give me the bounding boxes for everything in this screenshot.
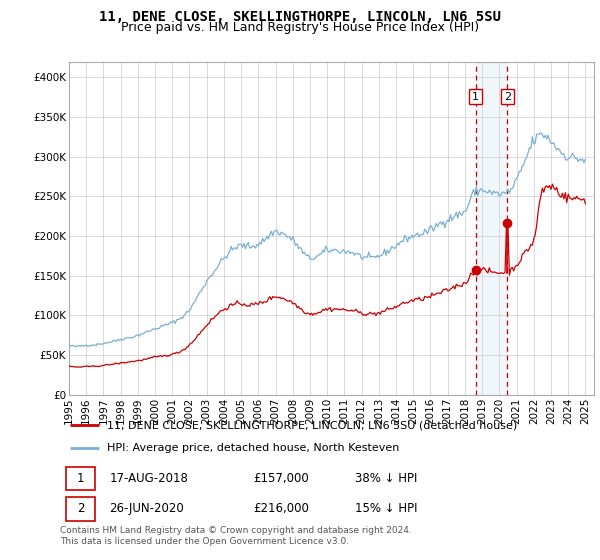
Text: 1: 1 (472, 92, 479, 101)
Text: Price paid vs. HM Land Registry's House Price Index (HPI): Price paid vs. HM Land Registry's House … (121, 21, 479, 34)
Text: 1: 1 (77, 472, 85, 485)
Bar (476, 62, 507, 395)
Bar (66, 497, 95, 521)
Text: £216,000: £216,000 (253, 502, 309, 515)
Text: 2: 2 (503, 92, 511, 101)
Text: HPI: Average price, detached house, North Kesteven: HPI: Average price, detached house, Nort… (107, 444, 400, 454)
Text: £157,000: £157,000 (253, 472, 309, 485)
Text: 2: 2 (77, 502, 85, 515)
Text: 15% ↓ HPI: 15% ↓ HPI (355, 502, 418, 515)
Text: 11, DENE CLOSE, SKELLINGTHORPE, LINCOLN, LN6 5SU (detached house): 11, DENE CLOSE, SKELLINGTHORPE, LINCOLN,… (107, 420, 517, 430)
Text: 11, DENE CLOSE, SKELLINGTHORPE, LINCOLN, LN6 5SU: 11, DENE CLOSE, SKELLINGTHORPE, LINCOLN,… (99, 10, 501, 24)
Bar (66, 466, 95, 490)
Text: 38% ↓ HPI: 38% ↓ HPI (355, 472, 418, 485)
Text: 17-AUG-2018: 17-AUG-2018 (110, 472, 188, 485)
Text: 26-JUN-2020: 26-JUN-2020 (110, 502, 184, 515)
Text: Contains HM Land Registry data © Crown copyright and database right 2024.
This d: Contains HM Land Registry data © Crown c… (60, 526, 412, 546)
